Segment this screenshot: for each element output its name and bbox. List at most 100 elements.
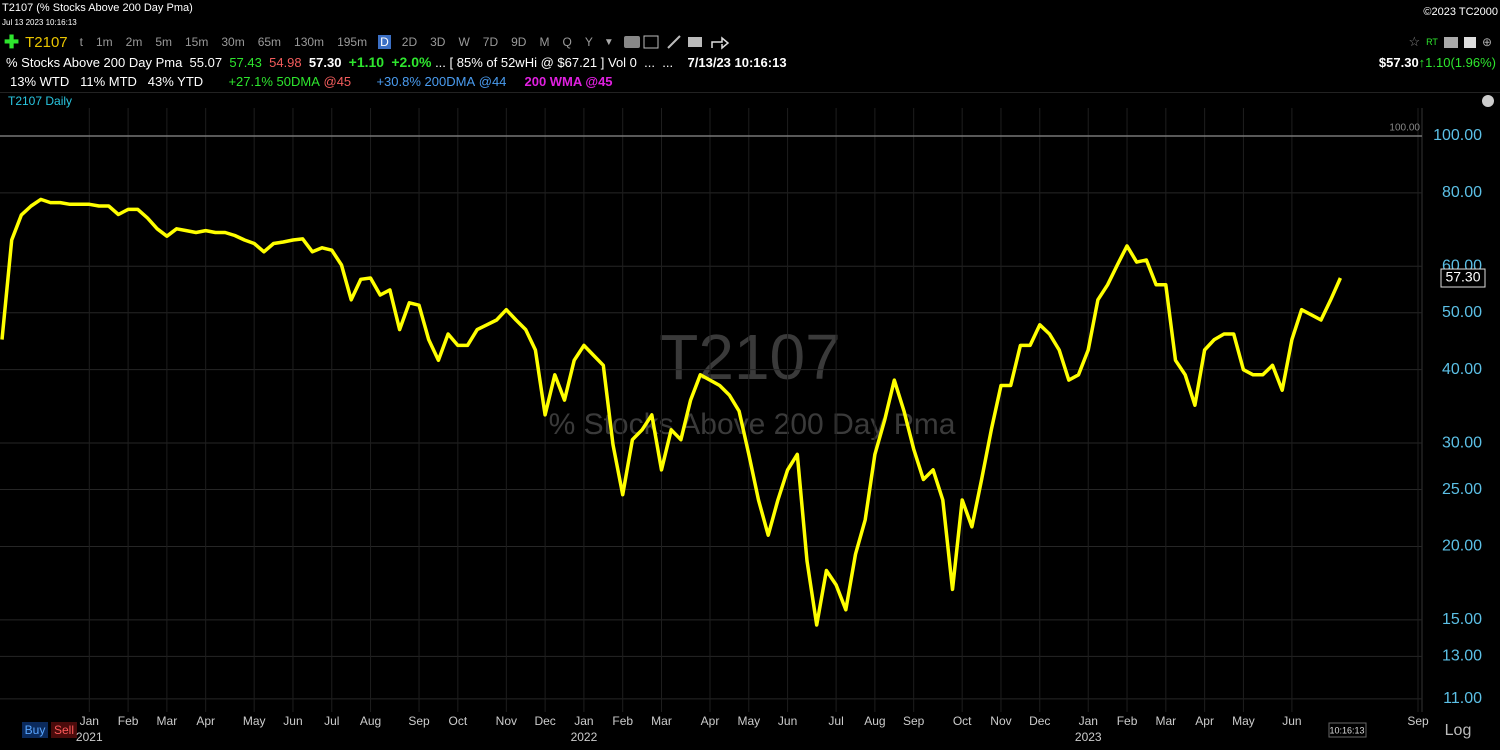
y-tick-label: 20.00 bbox=[1442, 538, 1482, 555]
interval[interactable]: Q bbox=[562, 35, 572, 49]
y-tick-label: 13.00 bbox=[1442, 648, 1482, 665]
interval-list: t 1m 2m 5m 15m 30m 65m 130m 195m D 2D 3D W 7D 9D M Q Y bbox=[78, 35, 604, 49]
range: [ 85% of 52wHi @ $67.21 ] bbox=[449, 54, 605, 70]
ytd: 43% YTD bbox=[147, 74, 204, 89]
interval[interactable]: Y bbox=[584, 35, 593, 49]
x-tick-label: Feb bbox=[612, 714, 633, 728]
sell-text[interactable]: Sell bbox=[54, 723, 74, 737]
y-tick-label: 25.00 bbox=[1442, 481, 1482, 498]
year-label: 2023 bbox=[1075, 730, 1102, 744]
plot: 100.00 bbox=[0, 123, 1422, 627]
last-marker-label: 57.30 bbox=[1445, 269, 1480, 285]
timestamp: Jul 13 2023 10:16:13 bbox=[2, 17, 77, 27]
y-tick-label: 40.00 bbox=[1442, 361, 1482, 378]
interval[interactable]: 2m bbox=[125, 35, 143, 49]
stats-line: 13% WTD 11% MTD 43% YTD +27.1% 50DMA @45… bbox=[10, 73, 613, 90]
year-label: 2022 bbox=[571, 730, 598, 744]
x-tick-label: Jan bbox=[1079, 714, 1098, 728]
timestamp-row: Jul 13 2023 10:16:13 bbox=[2, 16, 77, 28]
price-change: 1.10(1.96%) bbox=[1425, 54, 1496, 70]
y-tick-label: 15.00 bbox=[1442, 611, 1482, 628]
settings-icon[interactable] bbox=[1482, 95, 1494, 107]
icon[interactable] bbox=[710, 36, 729, 50]
icon[interactable] bbox=[1463, 36, 1476, 48]
info-line: % Stocks Above 200 Day Pma 55.07 57.43 5… bbox=[6, 53, 787, 71]
window-title: T2107 (% Stocks Above 200 Day Pma) bbox=[2, 2, 193, 14]
open: 55.07 bbox=[189, 54, 223, 70]
x-tick-label: Sep bbox=[408, 714, 430, 728]
last: 57.30 bbox=[308, 54, 342, 70]
chart: T2107 % Stocks Above 200 Day Pma 100.00 … bbox=[0, 92, 1500, 744]
x-tick-label: Aug bbox=[864, 714, 885, 728]
interval[interactable]: 195m bbox=[337, 35, 368, 49]
x-tick-label: Aug bbox=[360, 714, 381, 728]
interval[interactable]: 65m bbox=[257, 35, 282, 49]
x-tick-label: Apr bbox=[196, 714, 215, 728]
interval[interactable]: 7D bbox=[482, 35, 499, 49]
interval[interactable]: W bbox=[458, 35, 470, 49]
icon[interactable] bbox=[643, 35, 659, 49]
x-tick-label: Apr bbox=[701, 714, 720, 728]
ellipsis: ... bbox=[435, 54, 446, 70]
interval[interactable]: M bbox=[539, 35, 550, 49]
interval[interactable]: t bbox=[79, 35, 83, 49]
icon[interactable] bbox=[687, 37, 702, 47]
interval[interactable]: 15m bbox=[185, 35, 209, 49]
reference-label: 100.00 bbox=[1389, 123, 1420, 134]
y-tick-label: 11.00 bbox=[1443, 690, 1482, 707]
grid bbox=[0, 108, 1422, 712]
x-tick-label: Jun bbox=[1282, 714, 1301, 728]
mtd: 11% MTD bbox=[80, 74, 137, 89]
x-tick-label: Dec bbox=[1029, 714, 1050, 728]
realtime[interactable]: RT bbox=[1426, 37, 1438, 47]
icon[interactable] bbox=[1443, 36, 1458, 48]
x-tick-label: Mar bbox=[157, 714, 178, 728]
toolbar-right: ☆ RT ⊕ bbox=[1408, 34, 1492, 50]
icon[interactable] bbox=[667, 35, 681, 49]
interval[interactable]: D bbox=[378, 35, 391, 49]
x-tick-label: Apr bbox=[1195, 714, 1214, 728]
interval[interactable]: 130m bbox=[294, 35, 325, 49]
x-tick-label: Oct bbox=[448, 714, 467, 728]
x-tick-label: Jun bbox=[778, 714, 797, 728]
copyright-row: ©2023 TC2000 bbox=[1423, 6, 1498, 18]
time-box-text: 10:16:13 bbox=[1329, 725, 1364, 735]
series-line bbox=[0, 197, 1342, 627]
copyright: ©2023 TC2000 bbox=[1423, 6, 1498, 18]
icon[interactable]: ⊕ bbox=[1481, 35, 1492, 49]
symbol[interactable]: T2107 bbox=[25, 33, 68, 51]
x-tick-label: Jul bbox=[324, 714, 339, 728]
interval[interactable]: 3D bbox=[430, 35, 446, 49]
price: $57.30 bbox=[1378, 54, 1419, 70]
wtd: 13% WTD bbox=[10, 74, 70, 89]
year-label: 2021 bbox=[76, 730, 103, 744]
time-box bbox=[1328, 722, 1367, 738]
x-tick-label: Jul bbox=[828, 714, 843, 728]
datetime: 7/13/23 10:16:13 bbox=[687, 54, 787, 70]
x-tick-label: Dec bbox=[534, 714, 555, 728]
sell-button[interactable] bbox=[51, 722, 77, 738]
star-icon[interactable]: ☆ bbox=[1408, 34, 1421, 49]
interval[interactable]: 9D bbox=[511, 35, 527, 49]
tool-icons bbox=[623, 35, 729, 50]
interval[interactable]: 1m bbox=[95, 35, 113, 49]
wma200: 200 WMA @45 bbox=[524, 74, 613, 89]
icon[interactable] bbox=[623, 36, 640, 48]
buy-text[interactable]: Buy bbox=[25, 723, 46, 737]
interval[interactable]: 30m bbox=[221, 35, 245, 49]
low: 54.98 bbox=[269, 54, 302, 70]
x-tick-label: Jun bbox=[283, 714, 302, 728]
volume: Vol 0 bbox=[608, 54, 637, 70]
x-tick-label: May bbox=[1232, 714, 1255, 728]
x-tick-label: Jan bbox=[574, 714, 593, 728]
interval[interactable]: 2D bbox=[401, 35, 418, 49]
dropdown[interactable]: ▼ bbox=[603, 36, 614, 48]
high: 57.43 bbox=[229, 54, 262, 70]
dma50: +27.1% 50DMA bbox=[228, 74, 320, 89]
change-pct: +2.0% bbox=[391, 54, 432, 70]
interval[interactable]: 5m bbox=[155, 35, 172, 49]
x-tick-label: Sep bbox=[1407, 714, 1429, 728]
buy-button[interactable] bbox=[22, 722, 48, 738]
add-icon[interactable]: ✚ bbox=[4, 31, 20, 52]
scale-mode[interactable]: Log bbox=[1445, 722, 1472, 739]
